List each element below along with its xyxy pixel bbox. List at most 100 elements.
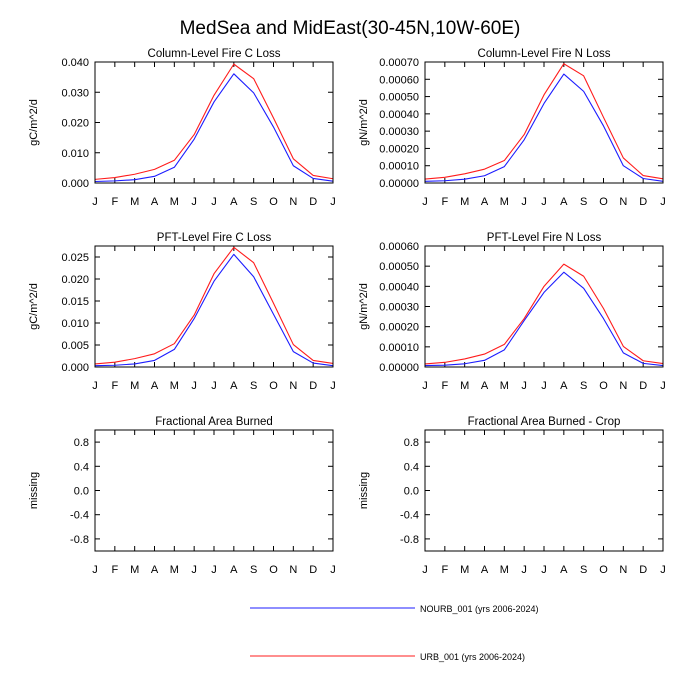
plot-frame — [94, 61, 334, 184]
y-tick-label: 0.005 — [61, 340, 89, 352]
y-axis-label: gC/m^2/d — [28, 283, 40, 330]
y-axis-label: missing — [28, 472, 40, 509]
x-tick-label: A — [481, 380, 489, 392]
y-tick-label: 0.040 — [61, 57, 89, 69]
y-tick-label: 0.00050 — [379, 261, 419, 273]
x-tick-label: J — [211, 564, 217, 576]
x-tick-label: S — [250, 196, 257, 208]
y-tick-label: -0.4 — [400, 510, 419, 522]
x-tick-label: A — [560, 380, 568, 392]
x-tick-label: J — [660, 380, 666, 392]
series-line-nourb — [424, 73, 664, 182]
x-tick-label: J — [422, 196, 428, 208]
plot-frame — [424, 61, 664, 184]
y-tick-label: 0.00030 — [379, 126, 419, 138]
y-tick-label: 0.00060 — [379, 74, 419, 86]
x-tick-label: O — [599, 196, 608, 208]
y-tick-label: 0.0 — [74, 486, 89, 498]
y-tick-label: -0.4 — [70, 510, 89, 522]
x-tick-label: A — [230, 380, 238, 392]
x-tick-label: F — [111, 564, 118, 576]
y-tick-label: 0.00010 — [379, 342, 419, 354]
x-tick-label: J — [660, 196, 666, 208]
x-tick-label: M — [460, 564, 469, 576]
plot-frame — [424, 245, 664, 368]
x-tick-label: F — [111, 380, 118, 392]
x-tick-label: J — [191, 564, 197, 576]
x-tick-label: A — [151, 564, 159, 576]
y-tick-label: 0.000 — [61, 178, 89, 190]
x-tick-label: N — [289, 564, 297, 576]
y-tick-label: 0.4 — [404, 461, 419, 473]
chart-title: PFT-Level Fire N Loss — [487, 232, 602, 244]
x-tick-label: A — [481, 564, 489, 576]
x-tick-label: S — [250, 380, 257, 392]
x-tick-label: O — [269, 564, 278, 576]
x-tick-label: D — [309, 564, 317, 576]
y-tick-label: 0.4 — [74, 461, 89, 473]
x-tick-label: A — [560, 196, 568, 208]
x-tick-label: J — [422, 380, 428, 392]
y-tick-label: 0.00010 — [379, 161, 419, 173]
y-axis-label: gC/m^2/d — [28, 99, 40, 146]
x-tick-label: O — [599, 564, 608, 576]
chart-title: Fractional Area Burned — [155, 416, 273, 428]
series-line-urb — [94, 246, 334, 365]
x-tick-label: J — [92, 196, 98, 208]
y-tick-label: 0.0 — [404, 486, 419, 498]
y-tick-label: 0.00000 — [379, 178, 419, 190]
y-tick-label: 0.00050 — [379, 92, 419, 104]
series-line-nourb — [94, 73, 334, 183]
x-tick-label: A — [230, 196, 238, 208]
series-line-nourb — [424, 271, 664, 367]
legend-label-urb: URB_001 (yrs 2006-2024) — [420, 652, 525, 662]
y-tick-label: 0.00060 — [379, 241, 419, 253]
x-tick-label: J — [541, 196, 547, 208]
chart-title: Column-Level Fire C Loss — [148, 48, 281, 60]
x-tick-label: S — [580, 196, 587, 208]
plot-frame — [424, 429, 664, 552]
figure-title: MedSea and MidEast(30-45N,10W-60E) — [180, 18, 521, 39]
series-line-urb — [424, 63, 664, 180]
x-tick-label: O — [269, 380, 278, 392]
x-tick-label: M — [460, 196, 469, 208]
x-tick-label: S — [250, 564, 257, 576]
x-tick-label: J — [521, 380, 527, 392]
legend: NOURB_001 (yrs 2006-2024) URB_001 (yrs 2… — [250, 604, 539, 662]
x-tick-label: J — [211, 380, 217, 392]
x-tick-label: A — [230, 564, 238, 576]
x-tick-label: M — [500, 196, 509, 208]
x-tick-label: D — [639, 196, 647, 208]
y-tick-label: 0.000 — [61, 362, 89, 374]
y-tick-label: -0.8 — [70, 534, 89, 546]
y-tick-label: 0.00000 — [379, 362, 419, 374]
y-axis-label: missing — [358, 472, 370, 509]
y-tick-label: 0.010 — [61, 148, 89, 160]
x-tick-label: J — [191, 380, 197, 392]
chart-title: Fractional Area Burned - Crop — [468, 416, 621, 428]
x-tick-label: A — [481, 196, 489, 208]
x-tick-label: J — [92, 380, 98, 392]
x-tick-label: M — [130, 380, 139, 392]
series-line-urb — [94, 63, 334, 180]
x-tick-label: J — [422, 564, 428, 576]
y-tick-label: 0.020 — [61, 118, 89, 130]
x-tick-label: N — [289, 380, 297, 392]
x-tick-label: N — [289, 196, 297, 208]
y-tick-label: 0.8 — [74, 437, 89, 449]
y-tick-label: 0.00040 — [379, 109, 419, 121]
x-tick-label: M — [170, 380, 179, 392]
x-tick-label: D — [639, 564, 647, 576]
x-tick-label: J — [211, 196, 217, 208]
plot-frame — [94, 245, 334, 368]
y-tick-label: 0.00020 — [379, 322, 419, 334]
x-tick-label: N — [619, 196, 627, 208]
y-tick-label: -0.8 — [400, 534, 419, 546]
y-tick-label: 0.00030 — [379, 302, 419, 314]
